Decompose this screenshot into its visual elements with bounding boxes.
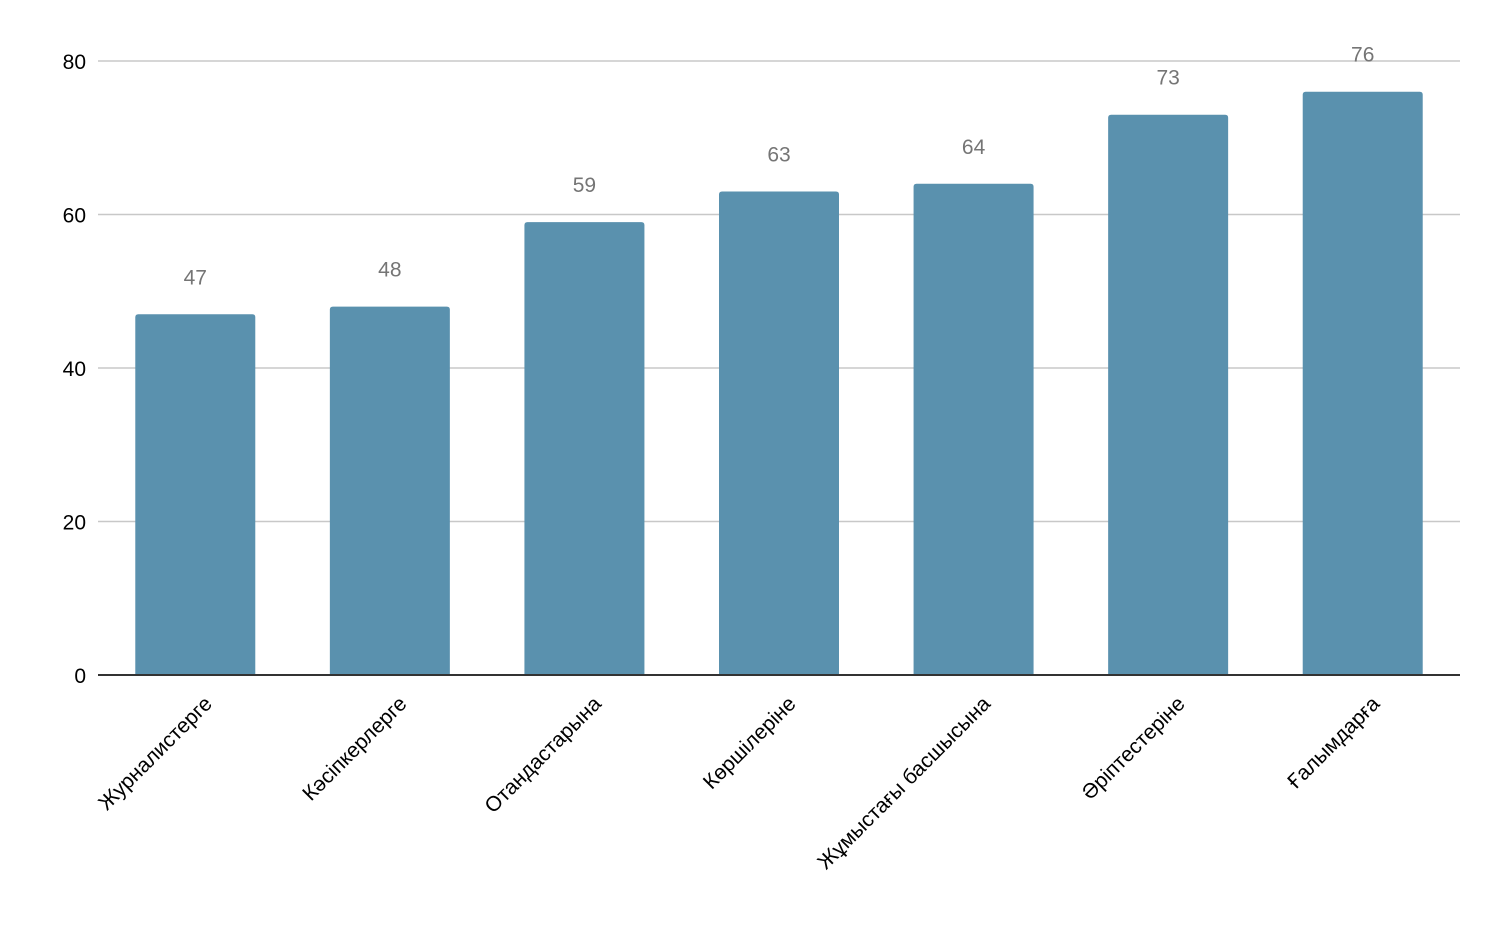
x-tick-label: Кәсіпкерлерге — [298, 692, 411, 805]
y-tick-label: 20 — [63, 512, 86, 535]
data-label: 76 — [1351, 44, 1374, 67]
x-tick-label: Жұмыстағы басшысына — [813, 692, 995, 874]
data-label: 59 — [573, 174, 596, 197]
data-label: 47 — [184, 266, 207, 289]
y-tick-label: 60 — [63, 205, 86, 228]
bar — [1302, 91, 1423, 675]
y-tick-label: 40 — [63, 358, 86, 381]
bar — [329, 306, 450, 675]
x-tick-label: Отандастарына — [480, 692, 606, 818]
x-tick-label: Көршілеріне — [699, 692, 801, 794]
bar — [1108, 114, 1229, 676]
bars — [135, 91, 1423, 676]
bar — [913, 183, 1034, 676]
x-tick-label: Ғалымдарға — [1283, 692, 1385, 794]
data-label: 48 — [378, 259, 401, 282]
data-label: 73 — [1156, 67, 1179, 90]
y-axis-ticks: 0 20 40 60 80 — [63, 51, 86, 688]
bar — [135, 314, 256, 675]
y-tick-label: 0 — [74, 665, 86, 688]
y-tick-label: 80 — [63, 51, 86, 74]
x-axis-labels: Журналистерге Кәсіпкерлерге Отандастарына К… — [94, 692, 1384, 874]
data-label: 64 — [962, 136, 986, 159]
bar — [524, 222, 645, 676]
x-tick-label: Журналистерге — [94, 692, 217, 815]
data-label: 63 — [767, 143, 790, 166]
data-labels: 47 48 59 63 64 73 76 — [184, 44, 1375, 290]
x-tick-label: Әріптестеріне — [1077, 692, 1189, 804]
bar — [719, 191, 839, 675]
